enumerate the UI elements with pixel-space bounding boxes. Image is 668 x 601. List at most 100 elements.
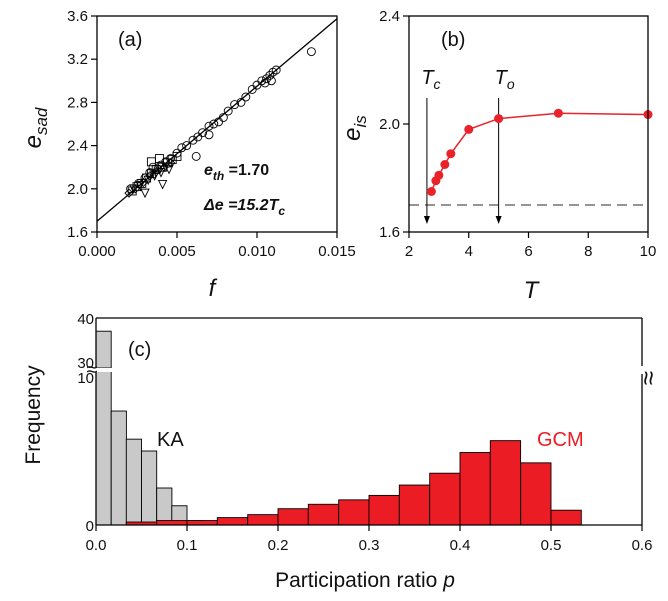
data-point (154, 154, 164, 164)
to-marker-label: To (495, 67, 515, 92)
axis-break-right: ≈ (633, 371, 663, 385)
to-marker-main: T (495, 67, 509, 89)
y-tick-label: 2.4 (67, 138, 88, 155)
data-point (172, 151, 182, 161)
data-point (426, 187, 436, 196)
x-ticks-b: 2 4 6 8 10 (405, 232, 657, 260)
data-point (159, 162, 169, 172)
x-tick-label: 0.005 (158, 243, 196, 260)
histogram-bar (156, 520, 188, 526)
data-point (204, 121, 214, 131)
y-tick-label: 3.6 (67, 8, 88, 25)
data-point (149, 171, 160, 181)
data-point (140, 188, 150, 199)
plot-frame-a (96, 15, 338, 233)
y-axis-title-b-sub: is (351, 115, 370, 128)
tc-marker-label: Tc (421, 67, 440, 92)
data-point (143, 175, 153, 186)
y-tick-label: 1.6 (379, 224, 400, 241)
x-tick-label: 10 (640, 243, 657, 260)
data-point (177, 143, 187, 153)
y-tick-label: 2.8 (67, 94, 88, 111)
data-point (268, 67, 278, 77)
x-tick-label: 0.010 (238, 243, 276, 260)
histogram-bar (141, 450, 158, 526)
histogram-bar (398, 484, 431, 526)
annotation-delta-e-text: Δe =15.2T (203, 197, 280, 214)
x-tick-label: 8 (584, 243, 592, 260)
data-point (265, 70, 275, 80)
tc-marker-sub: c (434, 76, 441, 92)
histogram-bars-c (88, 330, 582, 526)
to-arrow-head (495, 216, 502, 224)
data-point (266, 76, 276, 86)
panel-a: 0.000 0.005 0.010 0.015 1.62.02.42.83.23.6 … (20, 8, 356, 302)
scatter-points-a (124, 47, 316, 199)
y-axis-title-a-sub: sad (32, 107, 51, 135)
data-point (553, 108, 563, 118)
histogram-bar (247, 514, 279, 526)
histogram-bar (338, 499, 370, 526)
histogram-bar (368, 494, 400, 526)
data-point (230, 100, 240, 110)
x-tick-label: 0.000 (78, 243, 116, 260)
x-ticks-a: 0.000 0.005 0.010 0.015 (78, 232, 356, 260)
data-point (446, 149, 456, 159)
data-point (124, 188, 134, 198)
y-tick-label: 0 (86, 518, 94, 535)
x-tick-label: 0.5 (541, 537, 562, 554)
data-point (464, 124, 474, 134)
data-point (262, 74, 272, 84)
annotation-delta-e: Δe =15.2Tc (203, 197, 285, 218)
data-point (138, 177, 149, 187)
data-point (204, 130, 214, 140)
y-axis-title-c: Frequency (22, 365, 45, 465)
x-tick-label: 2 (405, 243, 413, 260)
axis-break-right-gap (636, 366, 648, 374)
axis-break-left: ≈ (87, 359, 98, 381)
data-point (218, 113, 228, 122)
panel-label-c: (c) (128, 339, 151, 361)
annotation-eth-value: =1.70 (224, 162, 269, 179)
annotation-delta-e-sub: c (278, 204, 285, 218)
data-point (182, 141, 192, 151)
y-axis-title-a: esad (20, 107, 51, 148)
tc-arrow-head (423, 216, 430, 224)
data-point (167, 155, 177, 165)
x-tick-label: 0.3 (359, 537, 380, 554)
data-point (241, 92, 251, 102)
tc-marker-main: T (421, 67, 435, 89)
y-tick-label: 40 (77, 311, 94, 328)
histogram-bar (550, 509, 582, 526)
data-point (188, 135, 198, 145)
data-point (434, 170, 444, 180)
histogram-bar (216, 517, 249, 526)
y-tick-label: 2.0 (379, 116, 400, 133)
y-tick-label: 3.2 (67, 51, 88, 68)
data-point (209, 119, 219, 129)
series-points-b (426, 108, 653, 196)
y-ticks-b: 1.6 2.0 2.4 (379, 8, 409, 241)
y-axis-title-b-main: e (339, 127, 366, 140)
x-tick-label: 0.4 (450, 537, 471, 554)
x-tick-label: 0.015 (318, 243, 356, 260)
axis-break-left-gap (88, 368, 100, 372)
x-tick-label: 6 (524, 243, 532, 260)
data-point (306, 47, 316, 57)
data-point (271, 65, 281, 75)
x-axis-title-a: f (209, 275, 218, 302)
data-point (165, 158, 176, 168)
axis-break-gap (88, 368, 120, 372)
y-ticks-a: 1.6 2.0 2.4 2.8 3.2 3.6 (67, 8, 97, 241)
x-ticks-c: 0.0 0.1 0.2 0.3 0.4 0.5 0.6 (86, 525, 653, 554)
data-point (157, 180, 168, 190)
histogram-bar-upper (95, 330, 112, 369)
panel-b: 2 4 6 8 10 1.6 2.0 2.4 (b) Tc To T eis (339, 8, 656, 304)
x-tick-label: 0.0 (86, 537, 107, 554)
x-tick-label: 0.6 (632, 537, 653, 554)
histogram-bar (429, 472, 461, 526)
annotation-eth: eth =1.70 (204, 162, 269, 183)
y-tick-label: 2.4 (379, 8, 400, 25)
